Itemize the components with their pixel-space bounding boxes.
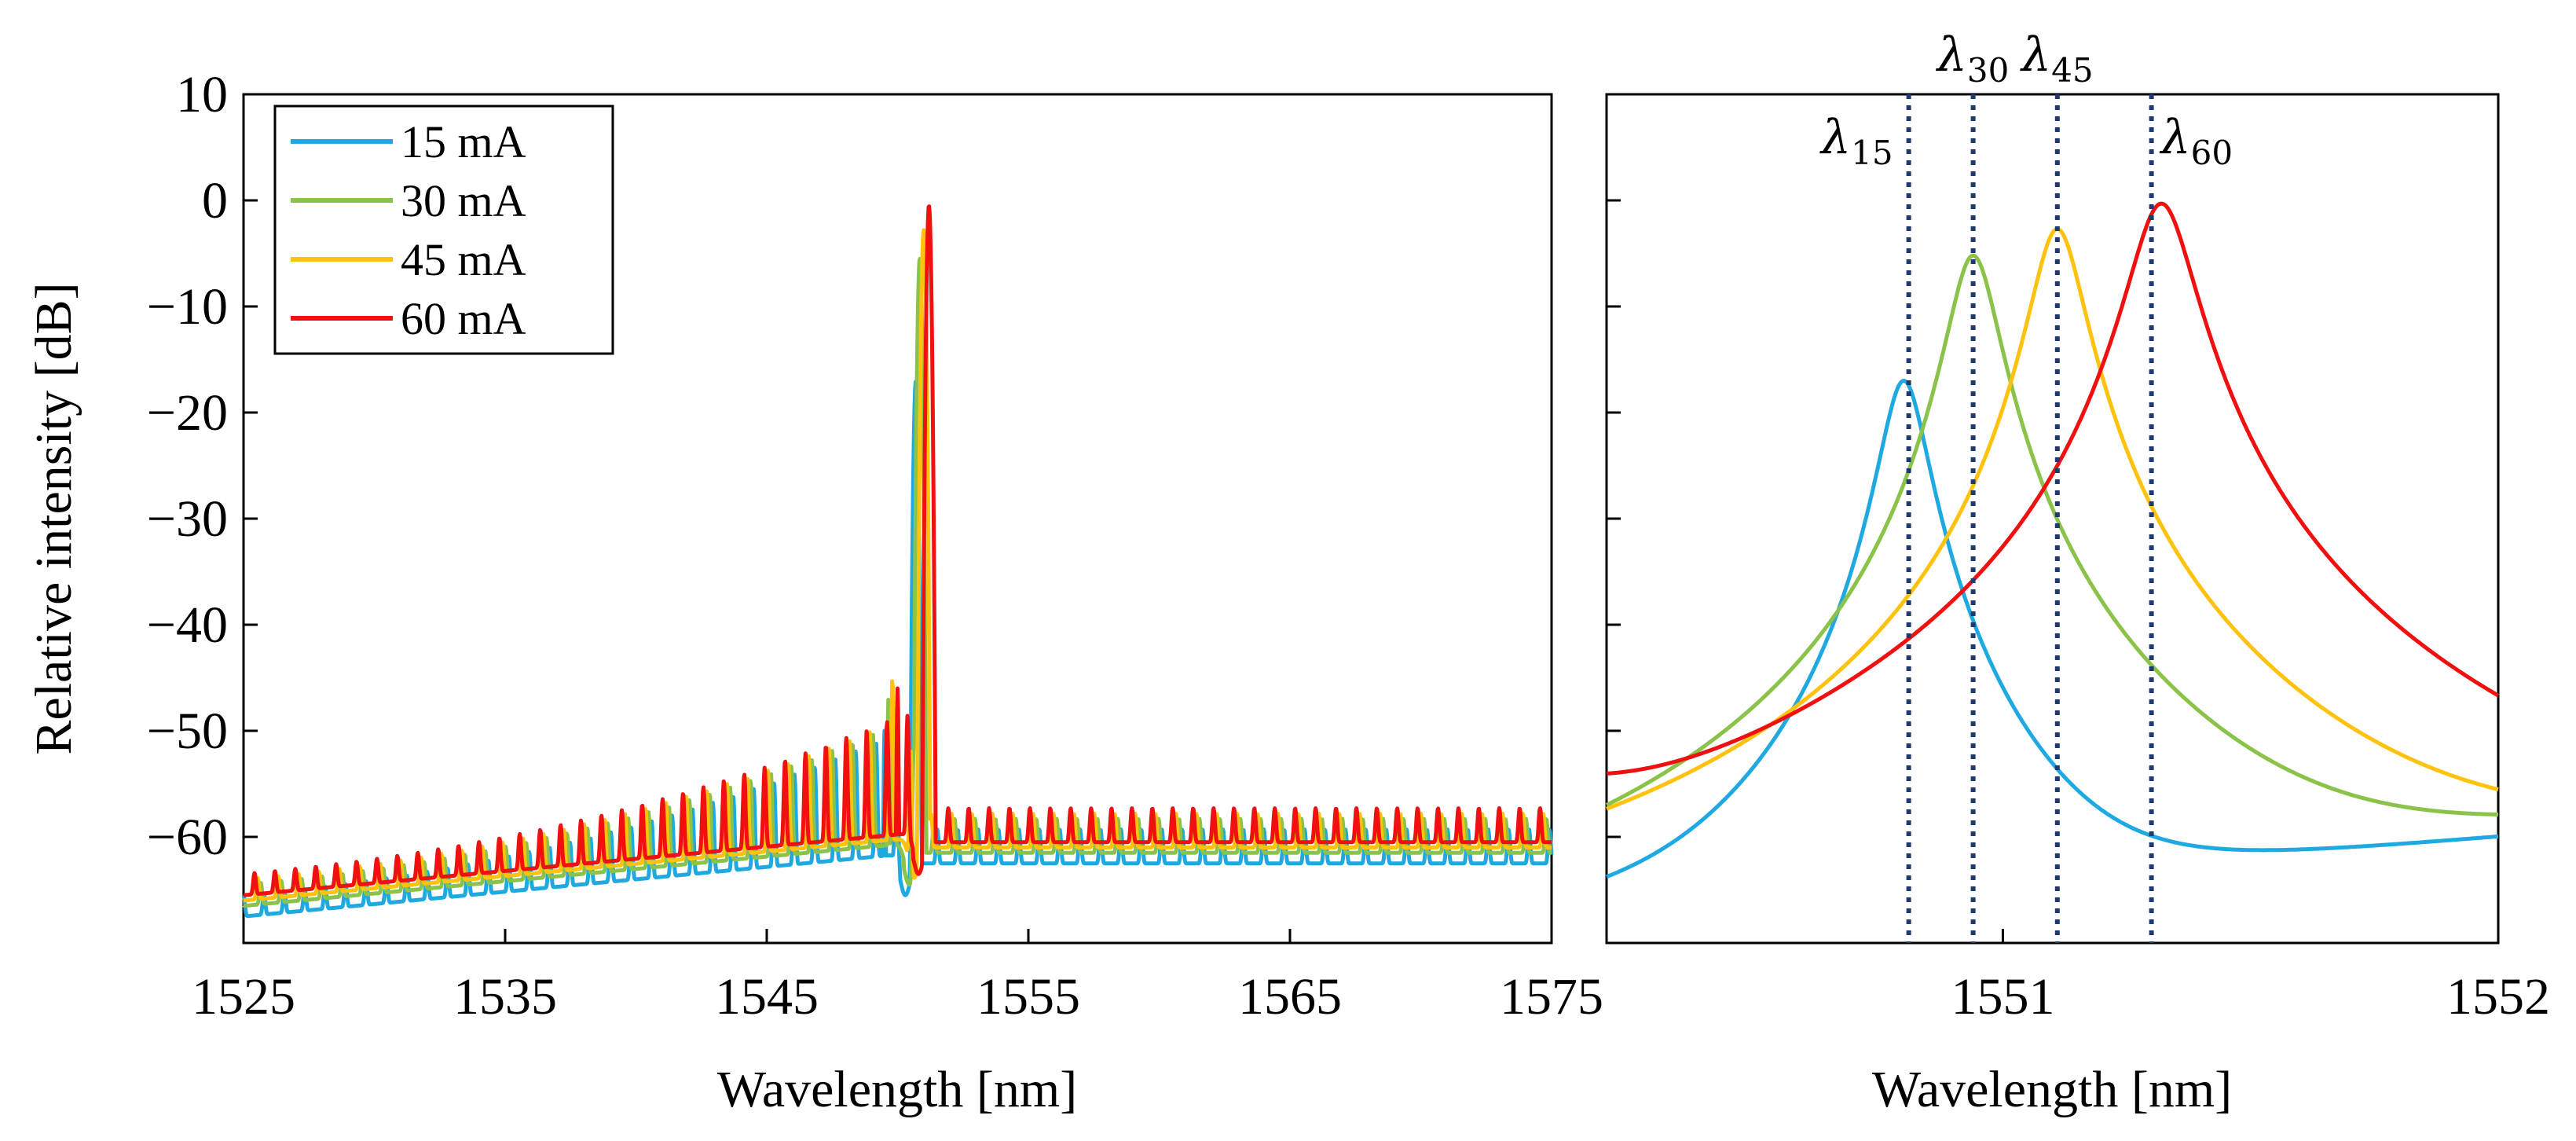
left-x-tick-label: 1565 (1238, 968, 1342, 1025)
left-x-tick-label: 1575 (1500, 968, 1603, 1025)
wavelength-marker-label: λ30 (1936, 28, 2009, 90)
right-series-line-45-ma (1605, 227, 2500, 811)
legend: 15 mA 30 mA 45 mA 60 mA (273, 105, 614, 355)
left-y-tick-label: 0 (202, 172, 228, 229)
legend-entry-label: 45 mA (401, 234, 526, 285)
left-y-tick-label: −50 (147, 703, 228, 760)
right-x-tick-label: 1552 (2446, 968, 2550, 1025)
wavelength-marker-label: λ15 (1819, 110, 1893, 172)
wavelength-marker-label: λ60 (2160, 110, 2233, 172)
right-x-tick-label: 1551 (1951, 968, 2054, 1025)
left-x-tick-label: 1555 (977, 968, 1080, 1025)
left-y-tick-label: −60 (147, 809, 228, 866)
left-series-line-60-ma (242, 204, 1553, 897)
left-y-tick-label: −20 (147, 384, 228, 442)
right-series-line-60-ma (1605, 201, 2500, 776)
legend-entry-label: 30 mA (401, 175, 526, 226)
left-x-axis-label: Wavelength [nm] (717, 1061, 1077, 1118)
left-x-tick-label: 1545 (715, 968, 819, 1025)
right-series-line-15-ma (1605, 379, 2500, 879)
left-series-line-30-ma (242, 257, 1553, 908)
right-zoomed-panel: 1551 1552 λ15 λ30 λ45 λ60 Wavelength [nm] (1605, 28, 2550, 1118)
wavelength-marker-label: λ45 (2020, 28, 2093, 90)
left-y-tick-label: −10 (147, 278, 228, 336)
left-y-tick-label: −40 (147, 596, 228, 654)
left-y-axis-label: Relative intensity [dB] (25, 282, 82, 754)
legend-entry-label: 15 mA (401, 116, 526, 167)
legend-entry-label: 60 mA (401, 293, 526, 344)
right-series-line-30-ma (1605, 253, 2500, 816)
left-y-tick-label: −30 (147, 490, 228, 548)
left-y-tick-label: 10 (176, 66, 228, 123)
left-x-tick-label: 1525 (192, 968, 295, 1025)
right-x-axis-label: Wavelength [nm] (1872, 1061, 2232, 1118)
right-plot-frame (1605, 93, 2500, 945)
left-x-tick-label: 1535 (453, 968, 557, 1025)
left-spectrum-panel: 1525 1535 1545 1555 1565 1575 10 0 −10 −20 −30 −40… (25, 66, 1603, 1118)
left-series-line-45-ma (242, 228, 1553, 903)
legend-box (273, 105, 614, 355)
